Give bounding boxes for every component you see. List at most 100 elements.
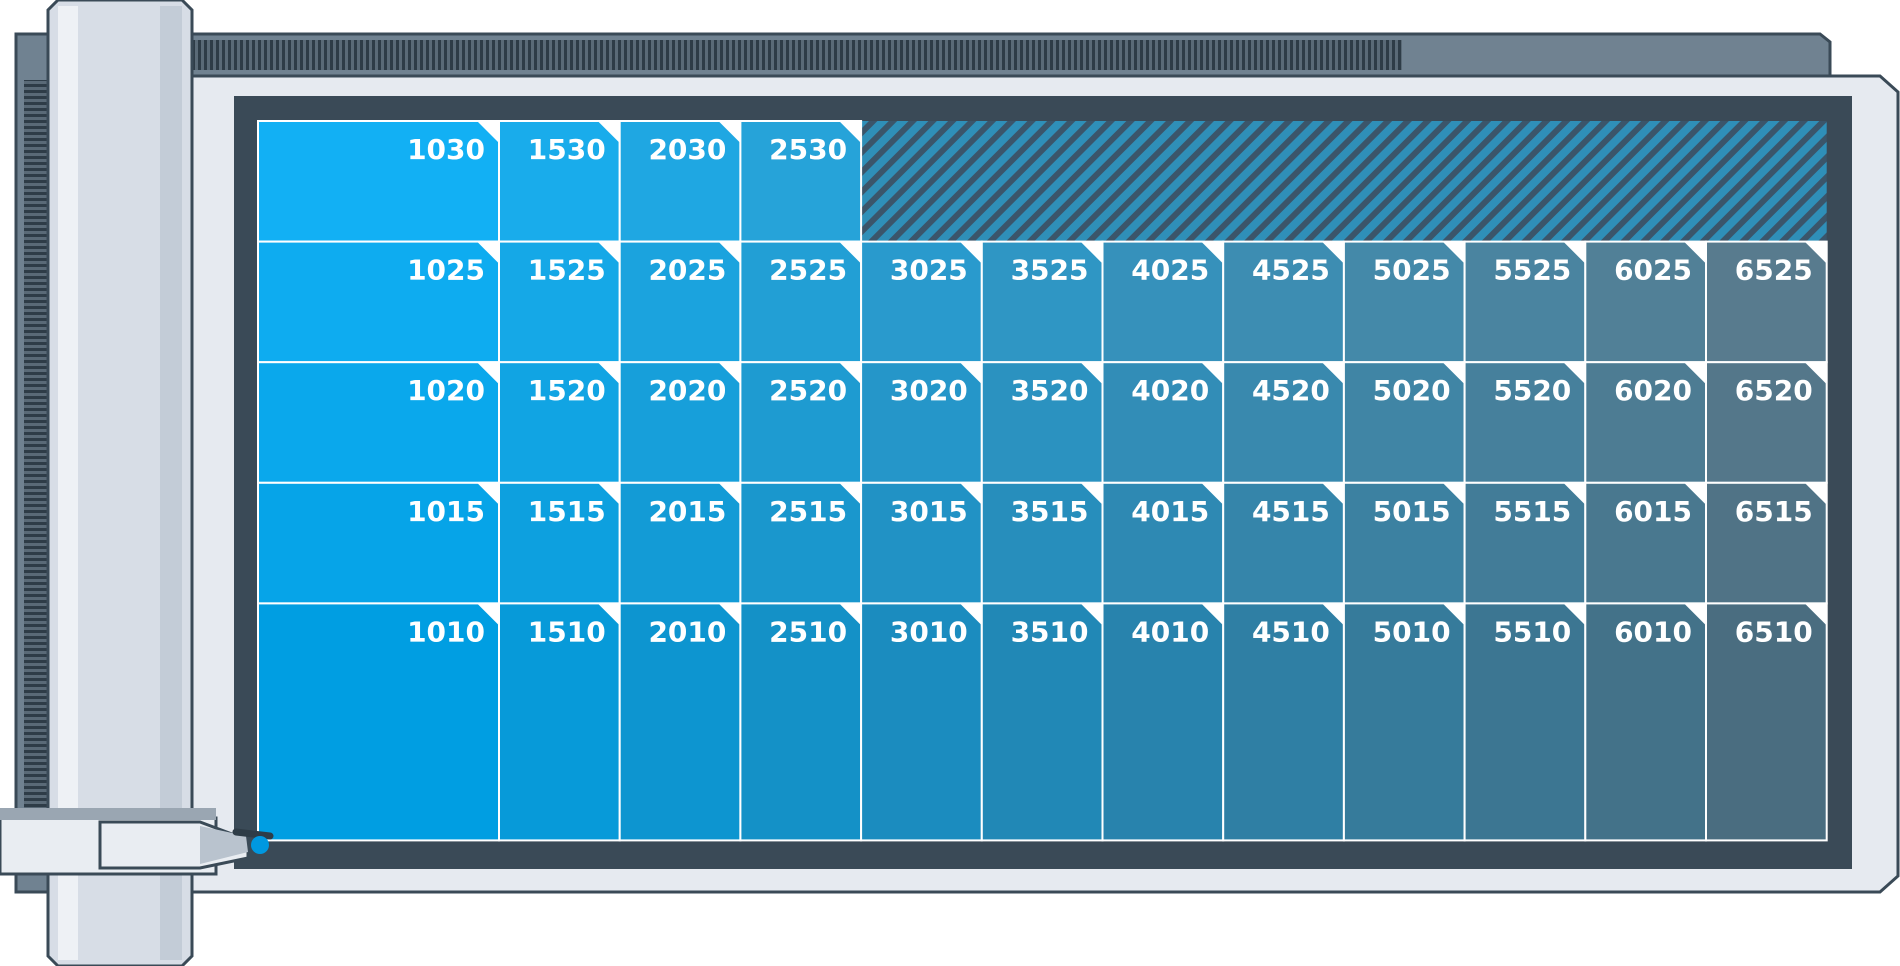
grid-cell xyxy=(618,602,742,842)
cell-corner-notch xyxy=(1321,362,1344,385)
grid-cell-label: 2030 xyxy=(648,133,726,166)
cell-corner-notch xyxy=(597,603,620,626)
cell-corner-notch xyxy=(1684,241,1706,264)
grid-cell-label: 2530 xyxy=(769,133,847,166)
plotter-carriage xyxy=(46,0,194,966)
grid-cell-label: 3025 xyxy=(890,254,968,287)
grid-cell-label: 2520 xyxy=(769,374,847,407)
grid-cell-label: 6020 xyxy=(1614,374,1692,407)
grid-cell-label: 5510 xyxy=(1493,615,1571,648)
cell-corner-notch xyxy=(1684,482,1706,505)
grid-cell-label: 6025 xyxy=(1614,254,1692,287)
grid-cell-label: 1510 xyxy=(528,615,606,648)
grid-cell xyxy=(739,602,863,842)
grid-cell-label: 3520 xyxy=(1011,374,1089,407)
grid-cell xyxy=(1463,481,1587,605)
cell-corner-notch xyxy=(1804,362,1827,385)
cutter-head xyxy=(0,808,274,876)
grid-cell-label: 5520 xyxy=(1493,374,1571,407)
grid-cell xyxy=(257,120,500,243)
grid-cell-label: 3015 xyxy=(890,495,968,528)
cell-corner-notch xyxy=(718,603,741,626)
plotter-top-rail xyxy=(16,32,1832,78)
cell-corner-notch xyxy=(839,241,862,264)
grid-cell-label: 2020 xyxy=(648,374,726,407)
grid-cell-label: 1025 xyxy=(407,254,485,287)
grid-cell-label: 4020 xyxy=(1131,374,1209,407)
grid-cell xyxy=(257,361,500,484)
cell-corner-notch xyxy=(718,241,741,264)
grid-cell xyxy=(1463,240,1587,364)
grid-cell-label: 6515 xyxy=(1735,495,1813,528)
cell-corner-notch xyxy=(718,482,741,505)
cell-corner-notch xyxy=(597,482,620,505)
grid-cell-label: 6525 xyxy=(1735,254,1813,287)
cell-corner-notch xyxy=(959,482,982,505)
cell-corner-notch xyxy=(839,603,862,626)
cell-corner-notch xyxy=(1201,241,1224,264)
grid-cell-label: 4525 xyxy=(1252,254,1330,287)
cell-corner-notch xyxy=(1442,362,1465,385)
grid-cell xyxy=(498,361,621,484)
grid-cell-label: 5010 xyxy=(1373,615,1451,648)
grid-cell xyxy=(1342,240,1466,364)
grid-cell xyxy=(1101,602,1225,842)
cell-corner-notch xyxy=(597,241,620,264)
cell-corner-notch xyxy=(1321,482,1344,505)
cell-corner-notch xyxy=(718,121,741,143)
grid-cell-label: 1525 xyxy=(528,254,606,287)
cell-corner-notch xyxy=(477,362,499,385)
grid-cell-label: 5020 xyxy=(1373,374,1451,407)
grid-cell-label: 6520 xyxy=(1735,374,1813,407)
cell-corner-notch xyxy=(1563,482,1586,505)
grid-cell-label: 1530 xyxy=(528,133,606,166)
cell-corner-notch xyxy=(1442,603,1465,626)
cell-corner-notch xyxy=(959,241,982,264)
grid-cell-label: 4510 xyxy=(1252,615,1330,648)
grid-cell xyxy=(498,602,621,842)
grid-cell-label: 2010 xyxy=(648,615,726,648)
cell-corner-notch xyxy=(839,362,862,385)
cell-corner-notch xyxy=(1321,241,1344,264)
cell-corner-notch xyxy=(1321,603,1344,626)
grid-cell xyxy=(980,361,1104,484)
cell-corner-notch xyxy=(477,603,499,626)
cell-corner-notch xyxy=(597,121,620,143)
cell-corner-notch xyxy=(1442,482,1465,505)
grid-cell-label: 2515 xyxy=(769,495,847,528)
grid-cell xyxy=(1222,602,1345,842)
grid-cell-label: 1020 xyxy=(407,374,485,407)
grid-cell xyxy=(1463,602,1587,842)
grid-cell-label: 3515 xyxy=(1011,495,1089,528)
grid-cell-label: 2525 xyxy=(769,254,847,287)
grid-cell xyxy=(1705,361,1828,484)
grid-cell-label: 6510 xyxy=(1735,615,1813,648)
cell-corner-notch xyxy=(477,241,499,264)
grid-cell xyxy=(1705,602,1828,842)
top-gear-track xyxy=(190,40,1402,70)
cutter-tip-icon xyxy=(251,836,269,854)
cell-corner-notch xyxy=(959,603,982,626)
cutter-blade xyxy=(232,828,274,840)
grid-cell-label: 5015 xyxy=(1373,495,1451,528)
cell-corner-notch xyxy=(1080,241,1103,264)
grid-cell xyxy=(980,602,1104,842)
grid-cell xyxy=(498,481,621,605)
grid-cell xyxy=(1222,361,1345,484)
grid-cell-label: 5525 xyxy=(1493,254,1571,287)
grid-cell-label: 5515 xyxy=(1493,495,1571,528)
cell-corner-notch xyxy=(477,121,499,143)
cell-corner-notch xyxy=(1563,241,1586,264)
grid-cell xyxy=(1101,240,1225,364)
grid-cell-label: 3510 xyxy=(1011,615,1089,648)
cell-corner-notch xyxy=(1563,362,1586,385)
cell-corner-notch xyxy=(1442,241,1465,264)
cell-corner-notch xyxy=(1201,603,1224,626)
grid-cell-label: 4015 xyxy=(1131,495,1209,528)
grid-cell xyxy=(257,240,500,364)
grid-cell xyxy=(257,481,500,605)
grid-cell xyxy=(618,120,742,243)
grid-cell-label: 5025 xyxy=(1373,254,1451,287)
grid-cell-label: 1015 xyxy=(407,495,485,528)
